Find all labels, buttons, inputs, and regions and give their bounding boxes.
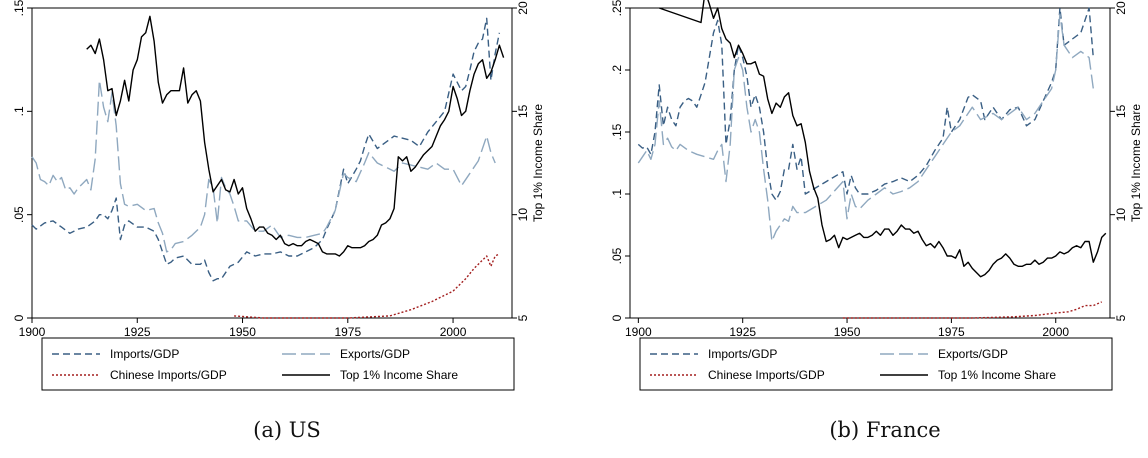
- y-left-tick-label: .1: [12, 106, 26, 116]
- legend-label: Exports/GDP: [938, 347, 1008, 361]
- series-line-exports-gdp: [637, 13, 1094, 242]
- y-right-tick-label: 5: [516, 314, 530, 321]
- legend-label: Exports/GDP: [340, 347, 410, 361]
- series-line-chinese-imports-gdp: [234, 253, 500, 319]
- legend-label: Chinese Imports/GDP: [708, 368, 825, 382]
- y-right-axis-title: Top 1% Income Share: [531, 104, 545, 222]
- y-right-tick-label: 15: [516, 104, 530, 118]
- plot-frame: [629, 7, 1111, 319]
- x-tick-label: 1900: [625, 325, 652, 339]
- x-tick-label: 1950: [229, 325, 256, 339]
- x-tick-label: 1925: [729, 325, 756, 339]
- x-tick-label: 1975: [334, 325, 361, 339]
- caption-france: (b) France: [829, 418, 941, 442]
- y-left-tick-label: .2: [610, 65, 624, 75]
- y-right-tick-label: 20: [1114, 1, 1128, 15]
- panel-us: 1900 1925 1950 1975 2000 0 .05 .1 .15 5 10 15 20 Top …: [12, 0, 545, 442]
- y-right-tick-label: 10: [1114, 208, 1128, 222]
- y-left-tick-label: .05: [12, 206, 26, 223]
- y-right-tick-label: 5: [1114, 314, 1128, 321]
- legend-label: Imports/GDP: [110, 347, 179, 361]
- chart-france: 1900 1925 1950 1975 2000 0 .05 .1 .15 .2 .25 5 10 15 2…: [610, 0, 1143, 391]
- x-tick-label: 1975: [938, 325, 965, 339]
- legend-label: Chinese Imports/GDP: [110, 368, 227, 382]
- panel-france: 1900 1925 1950 1975 2000 0 .05 .1 .15 .2 .25 5 10 15 2…: [598, 0, 1148, 458]
- y-right-axis-title: Top 1% Income Share: [1129, 104, 1143, 222]
- series-line-imports-gdp: [31, 17, 501, 282]
- y-right-tick-label: 15: [1114, 104, 1128, 118]
- y-left-tick-label: .05: [610, 247, 624, 264]
- legend-label: Top 1% Income Share: [340, 368, 458, 382]
- legend: [639, 337, 1113, 391]
- x-tick-label: 1950: [834, 325, 861, 339]
- legend-label: Imports/GDP: [708, 347, 777, 361]
- series-line-top-1-income-share: [658, 0, 1107, 278]
- y-left-tick-label: .15: [610, 123, 624, 140]
- caption-us: (a) US: [253, 418, 321, 442]
- y-left-tick-label: 0: [610, 314, 624, 321]
- legend-label: Top 1% Income Share: [938, 368, 1056, 382]
- legend: [41, 337, 515, 391]
- y-left-tick-label: .15: [12, 0, 26, 16]
- x-tick-label: 2000: [1042, 325, 1069, 339]
- y-left-tick-label: .25: [610, 0, 624, 16]
- x-tick-label: 1900: [19, 325, 46, 339]
- x-tick-label: 1925: [124, 325, 151, 339]
- chart-us: 1900 1925 1950 1975 2000 0 .05 .1 .15 5 10 15 20 Top …: [12, 0, 545, 391]
- y-right-tick-label: 20: [516, 1, 530, 15]
- x-tick-label: 2000: [440, 325, 467, 339]
- series-line-chinese-imports-gdp: [842, 301, 1102, 319]
- y-left-tick-label: .1: [610, 189, 624, 199]
- series-line-top-1-income-share: [86, 15, 505, 257]
- plot-frame: [31, 7, 513, 319]
- y-right-tick-label: 10: [516, 208, 530, 222]
- y-left-tick-label: 0: [12, 314, 26, 321]
